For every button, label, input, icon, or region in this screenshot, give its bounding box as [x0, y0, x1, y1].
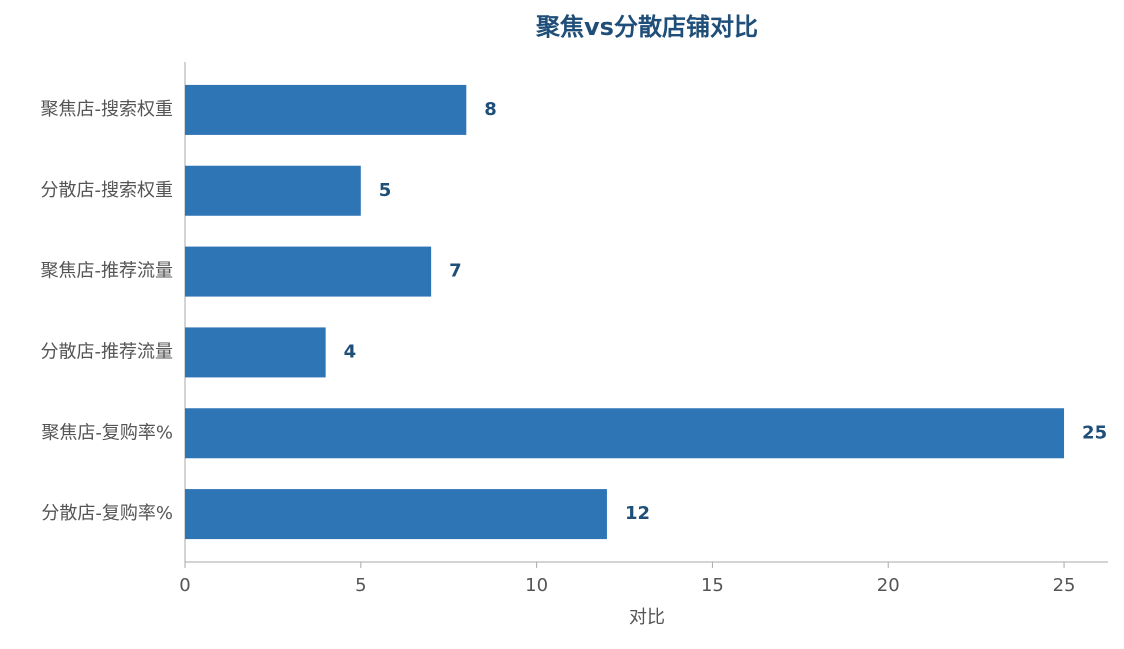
chart-title: 聚焦vs分散店铺对比 [535, 13, 758, 41]
x-axis-label: 对比 [629, 607, 665, 628]
bar [185, 246, 432, 297]
bar [185, 84, 467, 135]
y-tick-label: 聚焦店-复购率% [41, 422, 173, 443]
x-tick-label: 20 [877, 575, 900, 596]
bar [185, 489, 607, 540]
y-tick-label: 分散店-复购率% [41, 503, 173, 524]
value-label: 8 [484, 99, 497, 120]
y-tick-label: 聚焦店-搜索权重 [41, 99, 174, 120]
y-tick-label: 分散店-搜索权重 [41, 180, 174, 201]
x-tick-label: 10 [525, 575, 548, 596]
x-tick-label: 0 [179, 575, 190, 596]
bar [185, 327, 326, 378]
x-tick-label: 5 [355, 575, 366, 596]
bar [185, 165, 361, 216]
x-tick-label: 15 [701, 575, 724, 596]
y-tick-label: 分散店-推荐流量 [41, 341, 174, 362]
value-label: 5 [379, 180, 392, 201]
x-tick-label: 25 [1053, 575, 1076, 596]
value-label: 25 [1082, 422, 1107, 443]
value-label: 4 [344, 341, 357, 362]
value-label: 12 [625, 503, 650, 524]
value-label: 7 [449, 261, 462, 282]
y-tick-label: 聚焦店-推荐流量 [41, 261, 174, 282]
bar [185, 408, 1065, 459]
